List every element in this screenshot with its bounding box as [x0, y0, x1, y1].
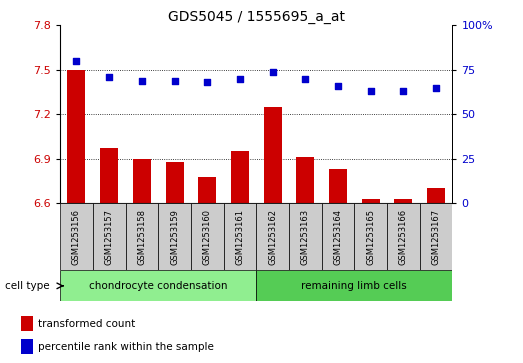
Bar	[191, 203, 224, 270]
Bar	[60, 270, 256, 301]
Bar	[93, 203, 126, 270]
Bar	[166, 162, 184, 203]
Text: GSM1253163: GSM1253163	[301, 209, 310, 265]
Point	[72, 58, 81, 64]
Bar	[20, 316, 33, 331]
Bar	[231, 151, 249, 203]
Bar	[387, 203, 419, 270]
Bar	[100, 148, 118, 203]
Bar	[60, 203, 93, 270]
Text: chondrocyte condensation: chondrocyte condensation	[89, 281, 228, 291]
Point	[268, 69, 277, 74]
Point	[432, 85, 440, 91]
Bar	[289, 203, 322, 270]
Bar	[224, 203, 256, 270]
Point	[138, 78, 146, 83]
Point	[203, 79, 211, 85]
Text: GSM1253162: GSM1253162	[268, 209, 277, 265]
Bar	[297, 157, 314, 203]
Point	[170, 78, 179, 83]
Text: GSM1253158: GSM1253158	[138, 209, 146, 265]
Bar	[158, 203, 191, 270]
Bar	[198, 176, 216, 203]
Bar	[256, 203, 289, 270]
Bar	[133, 159, 151, 203]
Text: GSM1253159: GSM1253159	[170, 209, 179, 265]
Text: cell type: cell type	[5, 281, 50, 291]
Bar	[427, 188, 445, 203]
Bar	[362, 199, 380, 203]
Text: GSM1253166: GSM1253166	[399, 209, 408, 265]
Bar	[126, 203, 158, 270]
Bar	[20, 339, 33, 354]
Text: GSM1253157: GSM1253157	[105, 209, 113, 265]
Point	[236, 76, 244, 82]
Bar	[264, 107, 281, 203]
Title: GDS5045 / 1555695_a_at: GDS5045 / 1555695_a_at	[168, 11, 345, 24]
Text: remaining limb cells: remaining limb cells	[301, 281, 407, 291]
Point	[301, 76, 310, 82]
Bar	[419, 203, 452, 270]
Point	[367, 88, 375, 94]
Bar	[322, 203, 355, 270]
Bar	[355, 203, 387, 270]
Point	[334, 83, 342, 89]
Text: GSM1253160: GSM1253160	[203, 209, 212, 265]
Text: GSM1253165: GSM1253165	[366, 209, 375, 265]
Bar	[394, 199, 412, 203]
Text: GSM1253167: GSM1253167	[431, 209, 440, 265]
Bar	[329, 169, 347, 203]
Text: GSM1253164: GSM1253164	[334, 209, 343, 265]
Text: transformed count: transformed count	[38, 319, 135, 329]
Bar	[67, 70, 85, 203]
Text: percentile rank within the sample: percentile rank within the sample	[38, 342, 214, 352]
Point	[399, 88, 407, 94]
Point	[105, 74, 113, 80]
Text: GSM1253156: GSM1253156	[72, 209, 81, 265]
Text: GSM1253161: GSM1253161	[235, 209, 244, 265]
Bar	[256, 270, 452, 301]
